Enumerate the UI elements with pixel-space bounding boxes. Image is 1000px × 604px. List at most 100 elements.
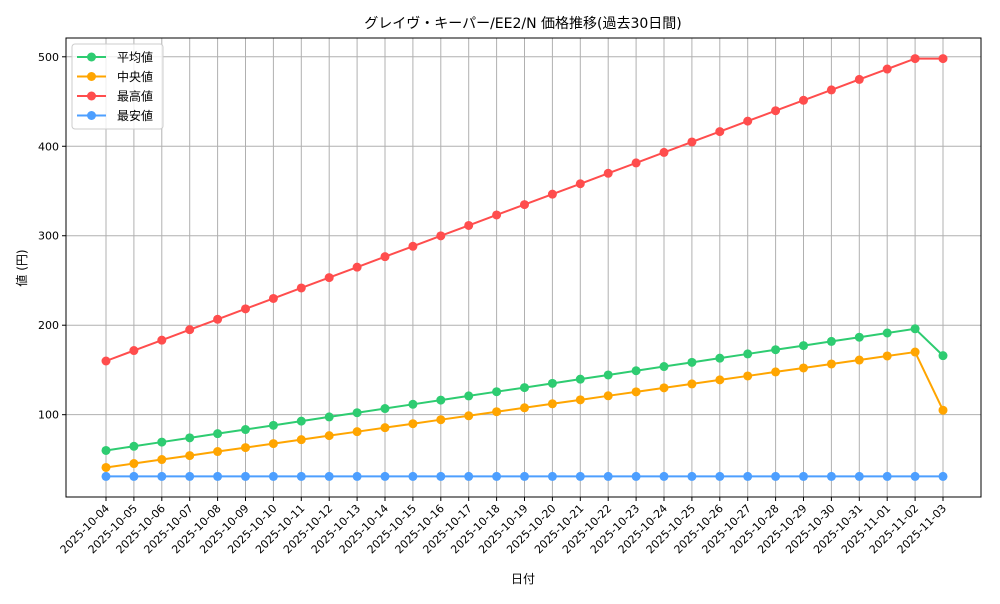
- y-tick-label: 100: [38, 409, 59, 422]
- data-point: [268, 439, 278, 449]
- data-point: [743, 371, 753, 381]
- data-point: [854, 471, 864, 481]
- data-point: [101, 462, 111, 472]
- data-point: [603, 391, 613, 401]
- data-point: [352, 427, 362, 437]
- data-point: [854, 355, 864, 365]
- data-point: [575, 179, 585, 189]
- data-point: [352, 262, 362, 272]
- data-point: [520, 383, 529, 393]
- data-point: [826, 85, 836, 95]
- data-point: [324, 431, 334, 441]
- data-point: [213, 471, 223, 481]
- legend-marker: [87, 52, 96, 62]
- data-point: [268, 293, 278, 303]
- chart-title: グレイヴ・キーパー/EE2/N 価格推移(過去30日間): [364, 15, 682, 32]
- series-2: [101, 54, 948, 366]
- data-point: [157, 335, 167, 345]
- data-point: [771, 345, 781, 355]
- data-point: [129, 441, 139, 451]
- data-point: [268, 420, 278, 430]
- data-point: [492, 210, 502, 220]
- y-axis-ticks: 100 200 300 400 500: [38, 51, 66, 422]
- y-axis-label: 値 (円): [14, 249, 29, 286]
- data-point: [436, 395, 446, 405]
- data-point: [520, 200, 529, 210]
- data-point: [129, 471, 139, 481]
- data-point: [826, 359, 836, 369]
- data-point: [659, 362, 669, 372]
- data-point: [464, 391, 474, 401]
- data-point: [464, 411, 474, 421]
- data-point: [213, 429, 223, 439]
- legend-label: 中央値: [117, 69, 153, 84]
- data-point: [575, 395, 585, 405]
- data-point: [101, 471, 111, 481]
- series-1: [101, 347, 948, 472]
- y-tick-label: 300: [38, 230, 59, 243]
- grid: [66, 38, 981, 497]
- data-point: [241, 443, 250, 453]
- series-0: [101, 324, 948, 455]
- data-point: [157, 455, 167, 465]
- data-point: [910, 471, 920, 481]
- y-tick-label: 400: [38, 140, 59, 153]
- data-point: [854, 332, 864, 342]
- data-point: [408, 241, 418, 251]
- data-point: [659, 147, 669, 157]
- legend-label: 平均値: [117, 50, 153, 65]
- data-point: [631, 387, 641, 397]
- y-tick-label: 500: [38, 51, 59, 64]
- data-point: [352, 471, 362, 481]
- data-point: [296, 283, 306, 293]
- data-point: [938, 351, 948, 361]
- data-point: [631, 366, 641, 376]
- data-point: [659, 383, 669, 393]
- data-point: [938, 405, 948, 415]
- data-point: [659, 471, 669, 481]
- data-point: [101, 356, 111, 366]
- data-point: [296, 435, 306, 445]
- data-point: [910, 324, 920, 334]
- series-group: [101, 54, 948, 481]
- legend-label: 最安値: [117, 108, 153, 123]
- data-point: [408, 471, 418, 481]
- data-point: [492, 407, 502, 417]
- data-point: [882, 64, 892, 74]
- data-point: [799, 471, 808, 481]
- y-tick-label: 200: [38, 319, 59, 332]
- legend-marker: [87, 111, 96, 120]
- data-point: [324, 412, 334, 422]
- data-point: [380, 471, 390, 481]
- data-point: [938, 54, 948, 64]
- data-point: [464, 471, 474, 481]
- data-point: [268, 471, 278, 481]
- data-point: [603, 168, 613, 178]
- data-point: [631, 158, 641, 168]
- plot-frame: [65, 37, 982, 498]
- data-point: [436, 231, 446, 241]
- data-point: [743, 349, 753, 359]
- data-point: [938, 471, 948, 481]
- data-point: [799, 363, 808, 373]
- data-point: [464, 220, 474, 230]
- legend-marker: [87, 91, 96, 101]
- data-point: [687, 379, 697, 389]
- data-point: [241, 425, 250, 435]
- data-point: [213, 447, 223, 457]
- data-point: [715, 353, 725, 363]
- data-point: [603, 370, 613, 380]
- x-axis-ticks: 2025-10-042025-10-052025-10-062025-10-07…: [58, 497, 949, 556]
- data-point: [826, 336, 836, 346]
- data-point: [882, 328, 892, 338]
- data-point: [185, 471, 195, 481]
- data-point: [715, 471, 725, 481]
- data-point: [492, 387, 502, 397]
- data-point: [352, 408, 362, 418]
- data-point: [436, 415, 446, 425]
- data-point: [520, 403, 529, 413]
- data-point: [185, 325, 195, 335]
- data-point: [408, 419, 418, 429]
- data-point: [296, 471, 306, 481]
